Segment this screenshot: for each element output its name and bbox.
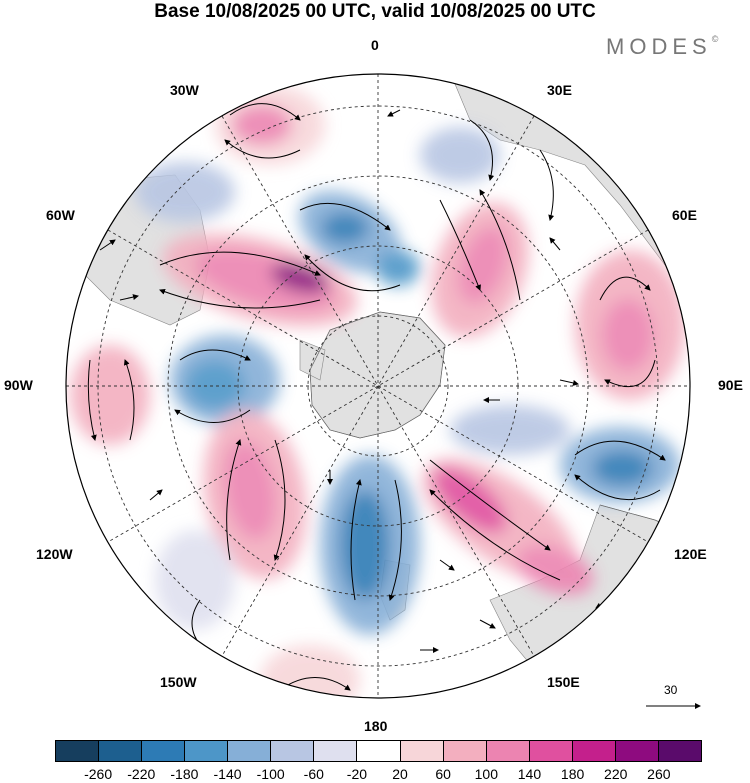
colorbar-tick-label: 140 [517,766,542,782]
colorbar-tick-label: -60 [303,766,324,782]
lon-label-30e: 30E [547,82,572,98]
colorbar-tick-label: 20 [392,766,408,782]
colorbar-swatch [658,741,701,761]
colorbar-tick-label: -20 [346,766,368,782]
map-title: Base 10/08/2025 00 UTC, valid 10/08/2025… [154,1,596,22]
lon-label-30w: 30W [170,82,199,98]
colorbar-swatch [314,741,358,761]
reference-vector-label: 30 [664,683,678,697]
lon-label-60e: 60E [672,207,697,223]
lon-label-120w: 120W [36,546,73,562]
colorbar-tick-label: -220 [127,766,156,782]
colorbar-swatch [615,741,659,761]
lon-label-180: 180 [364,718,388,734]
lon-label-150e: 150E [547,674,580,690]
colorbar-tick-label: 220 [604,766,628,782]
brand-text: MODES [606,34,712,59]
colorbar [55,740,702,762]
colorbar-swatch [572,741,616,761]
colorbar-swatch [443,741,487,761]
colorbar-tick-label: -140 [213,766,242,782]
anomaly-field [70,85,685,698]
colorbar-tick-label: 180 [560,766,585,782]
graticule [66,74,690,698]
colorbar-swatch [56,741,100,761]
colorbar-swatch [271,741,315,761]
colorbar-tick-label: 60 [435,766,451,782]
lon-label-90e: 90E [718,377,743,393]
colorbar-tick-label: -260 [84,766,113,782]
colorbar-tick-label: -100 [256,766,285,782]
colorbar-swatch [142,741,186,761]
brand-logo: MODES© [606,34,718,60]
copyright-mark: © [711,33,719,44]
lon-label-150w: 150W [160,674,197,690]
lon-label-120e: 120E [674,546,707,562]
lon-label-90w: 90W [4,377,33,393]
colorbar-tick-label: 100 [474,766,499,782]
colorbar-swatch [185,741,229,761]
lon-label-60w: 60W [46,207,75,223]
colorbar-swatch [486,741,530,761]
wind-vectors [87,103,666,691]
colorbar-swatch [400,741,444,761]
colorbar-tick-label: 260 [647,766,671,782]
map-border [65,73,691,699]
colorbar-swatch [529,741,573,761]
colorbar-swatch [357,741,401,761]
colorbar-swatch [228,741,272,761]
colorbar-swatch [99,741,143,761]
colorbar-tick-label: -180 [170,766,199,782]
lon-label-0: 0 [371,37,379,53]
